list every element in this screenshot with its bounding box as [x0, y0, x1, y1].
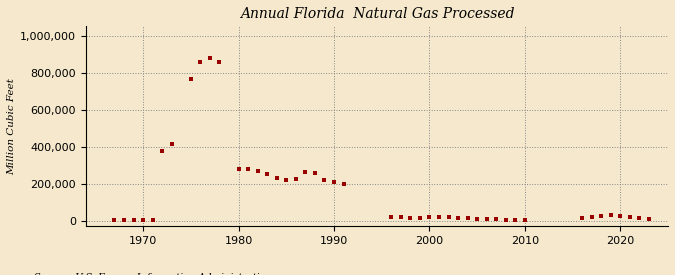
Point	[643, 217, 654, 221]
Point	[500, 218, 511, 222]
Point	[157, 149, 167, 153]
Point	[281, 177, 292, 182]
Point	[414, 216, 425, 220]
Point	[252, 169, 263, 173]
Point	[491, 217, 502, 221]
Point	[195, 60, 206, 65]
Y-axis label: Million Cubic Feet: Million Cubic Feet	[7, 78, 16, 175]
Point	[109, 218, 120, 222]
Point	[243, 167, 254, 172]
Point	[634, 216, 645, 220]
Point	[119, 218, 130, 222]
Point	[214, 60, 225, 65]
Point	[453, 216, 464, 220]
Point	[319, 177, 330, 182]
Point	[262, 172, 273, 176]
Point	[615, 214, 626, 218]
Point	[386, 215, 397, 219]
Point	[405, 216, 416, 220]
Point	[329, 180, 340, 185]
Point	[147, 218, 158, 222]
Point	[186, 77, 196, 81]
Point	[587, 214, 597, 219]
Text: Source: U.S. Energy Information Administration: Source: U.S. Energy Information Administ…	[34, 274, 271, 275]
Point	[472, 216, 483, 221]
Point	[433, 215, 444, 219]
Point	[290, 176, 301, 181]
Point	[481, 217, 492, 221]
Point	[310, 171, 321, 175]
Point	[138, 218, 148, 222]
Title: Annual Florida  Natural Gas Processed: Annual Florida Natural Gas Processed	[240, 7, 514, 21]
Point	[424, 214, 435, 219]
Point	[624, 215, 635, 219]
Point	[128, 218, 139, 222]
Point	[233, 167, 244, 171]
Point	[443, 215, 454, 220]
Point	[396, 215, 406, 220]
Point	[576, 216, 587, 220]
Point	[605, 213, 616, 217]
Point	[596, 213, 607, 218]
Point	[271, 175, 282, 180]
Point	[510, 218, 520, 222]
Point	[462, 216, 473, 220]
Point	[520, 218, 531, 222]
Point	[338, 182, 349, 186]
Point	[205, 56, 215, 60]
Point	[300, 170, 310, 174]
Point	[166, 142, 177, 146]
